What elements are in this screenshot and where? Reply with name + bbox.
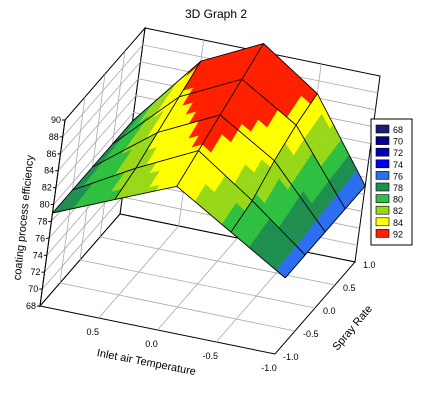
z-tick-label: 70 [28,284,38,294]
grid-line [59,282,296,332]
x-tick-label: 0.5 [86,327,99,337]
legend-label: 84 [393,218,403,228]
z-tick-label: 82 [42,183,52,193]
legend-swatch [375,205,390,215]
legend-label: 72 [393,148,403,158]
z-tick-label: 90 [51,115,61,125]
x-tick-label: -0.5 [202,351,218,361]
legend-swatch [375,229,390,238]
legend-label: 82 [393,206,403,216]
z-tick-label: 86 [46,149,56,159]
y-tick-label: 0.0 [323,306,336,316]
z-tick-label: 78 [37,216,47,226]
y-tick-label: -1.0 [283,352,299,362]
legend-swatch [375,124,390,134]
legend-swatch [375,194,390,203]
legend-swatch [375,182,390,192]
legend-label: 68 [393,125,403,135]
mesh-line [132,42,366,187]
mesh-line [92,114,326,233]
z-tick-label: 88 [49,132,59,142]
grid-line [79,259,316,309]
legend-label: 78 [393,183,403,193]
mesh-line [112,78,346,210]
y-tick-label: 0.5 [343,283,356,293]
z-tick-label: 74 [33,250,43,260]
tick-labels: 68 70 72 74 76 78 80 82 84 86 88 90 0.5 0.0 -0.5 -1.0 -1… [26,115,376,373]
x-tick-label: 0.0 [145,339,158,349]
y-tick-label: -0.5 [303,329,319,339]
surface-plot [51,42,366,279]
chart-title: 3D Graph 2 [185,7,247,21]
y-tick-label: 1.0 [363,260,376,270]
legend-label: 74 [393,160,403,170]
legend-swatch [375,217,390,227]
z-tick-label: 80 [40,200,50,210]
legend-label: 80 [393,195,403,205]
legend-label: 92 [393,229,403,239]
legend-swatch [375,136,390,145]
legend-label: 76 [393,171,403,181]
legend-swatch [375,147,390,157]
z-axis-label: coating process efficiency [11,154,36,281]
grid-line [99,236,336,286]
z-tick-label: 68 [26,301,36,311]
y-axis-label: Spray Rate [330,303,375,353]
z-tick-label: 72 [31,267,41,277]
x-axis-label: Inlet air Temperature [96,347,197,378]
legend-swatch [375,159,390,169]
mesh-line [52,185,286,279]
x-tick-label: -1.0 [261,363,277,373]
mesh-line [72,150,306,256]
legend-label: 70 [393,137,403,147]
legend-swatch [375,171,390,180]
z-tick-label: 84 [44,166,54,176]
z-tick-label: 76 [35,233,45,243]
